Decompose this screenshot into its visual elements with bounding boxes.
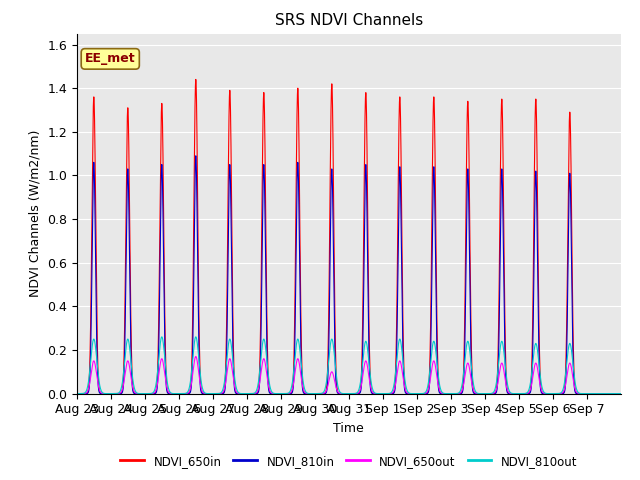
NDVI_650out (506, 390, 513, 396)
NDVI_810in (270, 391, 278, 396)
NDVI_810in (100, 391, 108, 396)
NDVI_810out (73, 391, 81, 396)
NDVI_810out (395, 339, 403, 345)
NDVI_650out (419, 391, 426, 396)
Text: EE_met: EE_met (85, 52, 136, 65)
NDVI_650in (395, 137, 403, 143)
NDVI_650out (395, 360, 403, 366)
NDVI_810out (506, 388, 513, 394)
NDVI_810out (158, 334, 166, 340)
NDVI_810in (476, 391, 484, 396)
Legend: NDVI_650in, NDVI_810in, NDVI_650out, NDVI_810out: NDVI_650in, NDVI_810in, NDVI_650out, NDV… (116, 450, 582, 472)
NDVI_810out (476, 391, 484, 396)
NDVI_650in (617, 391, 625, 396)
Line: NDVI_810out: NDVI_810out (77, 337, 621, 394)
Y-axis label: NDVI Channels (W/m2/nm): NDVI Channels (W/m2/nm) (29, 130, 42, 297)
NDVI_810in (395, 203, 403, 209)
NDVI_650out (73, 391, 81, 396)
NDVI_650in (419, 391, 426, 396)
NDVI_810in (506, 391, 513, 396)
NDVI_810in (419, 391, 426, 396)
Line: NDVI_650out: NDVI_650out (77, 357, 621, 394)
NDVI_650in (100, 391, 108, 396)
NDVI_810out (419, 391, 426, 396)
NDVI_650out (617, 391, 625, 396)
NDVI_810in (73, 391, 81, 396)
NDVI_650in (476, 391, 484, 396)
NDVI_650out (270, 391, 278, 396)
NDVI_810out (617, 391, 625, 396)
NDVI_650out (192, 354, 200, 360)
NDVI_810out (270, 390, 278, 396)
NDVI_810out (100, 391, 108, 396)
NDVI_650out (100, 391, 108, 396)
Title: SRS NDVI Channels: SRS NDVI Channels (275, 13, 423, 28)
Line: NDVI_810in: NDVI_810in (77, 156, 621, 394)
NDVI_650in (506, 391, 513, 396)
NDVI_810in (617, 391, 625, 396)
NDVI_650in (270, 391, 278, 396)
NDVI_650out (476, 391, 484, 396)
Line: NDVI_650in: NDVI_650in (77, 79, 621, 394)
NDVI_650in (73, 391, 81, 396)
NDVI_650in (192, 76, 200, 82)
NDVI_810in (192, 153, 200, 159)
X-axis label: Time: Time (333, 422, 364, 435)
